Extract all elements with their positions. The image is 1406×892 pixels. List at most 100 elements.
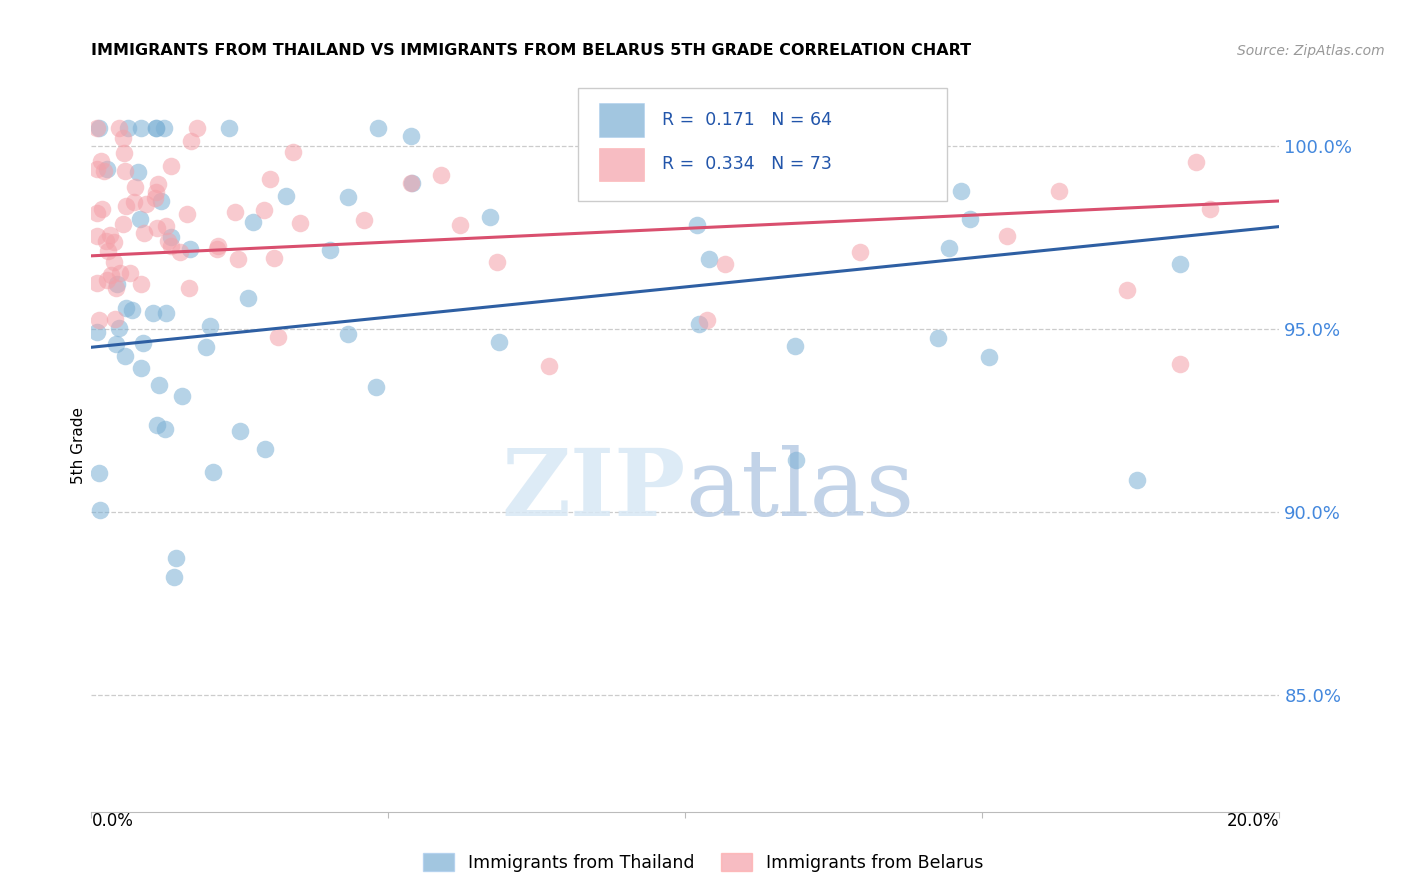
Point — [593, 120, 616, 135]
Point — [401, 177, 423, 191]
Point — [172, 389, 194, 403]
Point — [686, 218, 709, 232]
Text: IMMIGRANTS FROM THAILAND VS IMMIGRANTS FROM BELARUS 5TH GRADE CORRELATION CHART: IMMIGRANTS FROM THAILAND VS IMMIGRANTS F… — [91, 43, 972, 58]
Point — [995, 229, 1018, 244]
Point — [100, 268, 122, 282]
Point — [89, 313, 111, 327]
Point — [142, 305, 165, 319]
Point — [730, 120, 752, 135]
Point — [1168, 357, 1191, 371]
Point — [254, 442, 277, 456]
Point — [112, 146, 135, 161]
Point — [129, 361, 152, 376]
Point — [90, 202, 112, 216]
Point — [884, 168, 907, 182]
Point — [129, 120, 152, 135]
Point — [229, 424, 252, 438]
Point — [104, 336, 127, 351]
Point — [201, 465, 224, 479]
Point — [86, 229, 108, 244]
Point — [148, 378, 170, 392]
Y-axis label: 5th Grade: 5th Grade — [70, 408, 86, 484]
Point — [86, 325, 108, 339]
Point — [86, 205, 108, 219]
Point — [449, 219, 471, 233]
Point — [979, 350, 1001, 364]
Point — [103, 311, 125, 326]
Point — [186, 120, 208, 135]
Point — [194, 340, 217, 354]
Bar — [599, 147, 644, 181]
Point — [169, 244, 191, 259]
Point — [1116, 284, 1139, 298]
Point — [115, 301, 138, 315]
Text: Source: ZipAtlas.com: Source: ZipAtlas.com — [1237, 44, 1385, 58]
Point — [108, 266, 131, 280]
Text: 20.0%: 20.0% — [1227, 812, 1279, 830]
Point — [155, 219, 177, 234]
Point — [121, 303, 143, 318]
Point — [198, 318, 221, 333]
Point — [207, 239, 229, 253]
Point — [288, 216, 311, 230]
Point — [281, 145, 304, 159]
Point — [93, 164, 115, 178]
Point — [155, 421, 177, 435]
Point — [263, 251, 285, 265]
Point — [959, 212, 981, 227]
Point — [367, 120, 389, 135]
Point — [107, 120, 129, 135]
Point — [950, 185, 973, 199]
Point — [122, 194, 145, 209]
Point — [148, 178, 170, 192]
Point — [86, 161, 108, 176]
Bar — [599, 103, 644, 136]
Point — [97, 244, 120, 258]
Point — [86, 120, 108, 135]
Point — [1047, 184, 1070, 198]
Point — [176, 207, 198, 221]
Point — [145, 120, 167, 135]
Point — [89, 120, 111, 135]
Point — [274, 188, 297, 202]
Point — [114, 349, 136, 363]
Point — [145, 185, 167, 199]
Point — [129, 277, 152, 291]
Point — [177, 280, 200, 294]
Text: 0.0%: 0.0% — [91, 812, 134, 830]
Point — [94, 234, 117, 248]
Point — [111, 131, 134, 145]
Point — [399, 176, 422, 190]
Point — [883, 120, 905, 135]
Point — [163, 570, 186, 584]
Point — [236, 291, 259, 305]
Text: R =  0.171   N = 64: R = 0.171 N = 64 — [662, 111, 832, 128]
Point — [429, 168, 451, 182]
Point — [124, 180, 146, 194]
Point — [714, 257, 737, 271]
Point — [127, 165, 149, 179]
Point — [592, 132, 614, 146]
Point — [129, 211, 152, 226]
Point — [165, 551, 187, 566]
Point — [160, 239, 183, 253]
Point — [688, 318, 710, 332]
Point — [224, 205, 246, 219]
Point — [96, 273, 118, 287]
Point — [146, 418, 169, 433]
Point — [1125, 473, 1147, 487]
Point — [146, 220, 169, 235]
Point — [366, 380, 388, 394]
Text: R =  0.334   N = 73: R = 0.334 N = 73 — [662, 155, 831, 173]
Legend: Immigrants from Thailand, Immigrants from Belarus: Immigrants from Thailand, Immigrants fro… — [416, 847, 990, 879]
Text: atlas: atlas — [685, 445, 915, 535]
Point — [478, 211, 501, 225]
Text: ZIP: ZIP — [501, 445, 685, 535]
Point — [1170, 257, 1192, 271]
Point — [149, 194, 172, 208]
Point — [927, 331, 949, 345]
Point — [180, 134, 202, 148]
Point — [205, 243, 228, 257]
Point — [695, 120, 717, 135]
Point — [319, 243, 342, 257]
